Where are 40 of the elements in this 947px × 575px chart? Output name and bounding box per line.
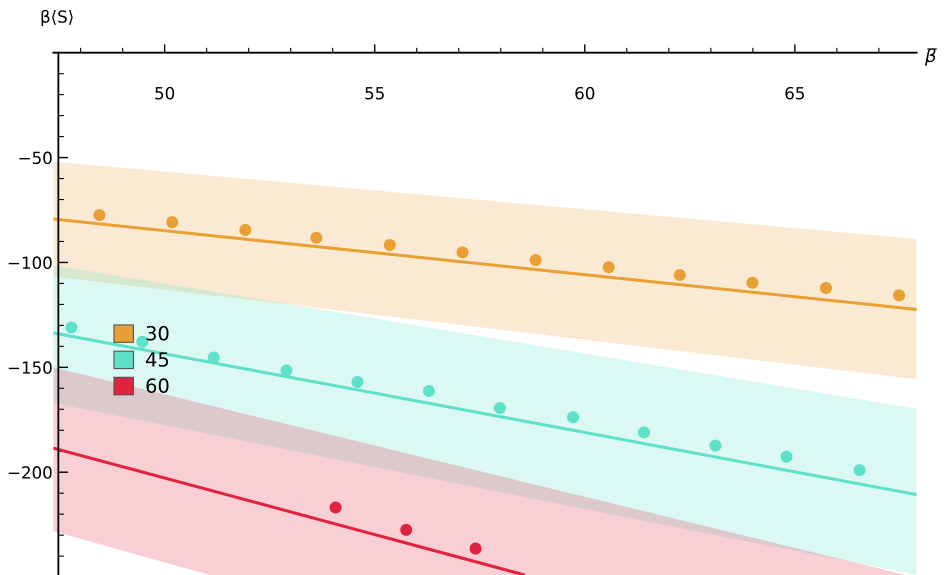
x-tick-label: 65 xyxy=(785,86,804,100)
point xyxy=(280,364,292,376)
point xyxy=(567,411,580,424)
point xyxy=(330,501,342,514)
point xyxy=(674,269,686,282)
y-axis-title: β⟨S⟩ xyxy=(42,10,73,26)
point xyxy=(208,351,220,364)
point xyxy=(709,440,722,452)
point xyxy=(310,232,322,244)
point xyxy=(384,239,396,252)
point xyxy=(400,524,412,536)
x-tick-label: 60 xyxy=(575,86,594,100)
x-tick-label: 55 xyxy=(365,87,384,100)
point xyxy=(746,276,758,289)
point xyxy=(494,402,506,414)
point xyxy=(166,216,178,228)
point xyxy=(820,282,832,294)
point xyxy=(351,376,364,388)
point xyxy=(422,385,435,398)
point xyxy=(136,336,148,348)
point xyxy=(530,254,542,266)
legend-label: 60 xyxy=(146,378,169,394)
y-tick-label: −100 xyxy=(8,256,52,270)
x-axis-title: β̅ xyxy=(924,48,937,66)
point xyxy=(780,450,792,463)
point xyxy=(239,224,252,236)
point xyxy=(602,261,615,274)
legend-label: 45 xyxy=(146,352,168,367)
point xyxy=(470,542,482,555)
point xyxy=(854,464,866,476)
y-tick-label: −200 xyxy=(8,466,52,479)
point xyxy=(638,426,650,438)
x-tick-label: 50 xyxy=(155,86,174,100)
point xyxy=(893,289,906,302)
legend-label: 30 xyxy=(146,326,169,341)
point xyxy=(94,209,106,222)
point xyxy=(65,321,78,334)
y-tick-label: −150 xyxy=(8,361,52,374)
point xyxy=(456,246,469,258)
y-tick-label: −50 xyxy=(19,152,52,164)
